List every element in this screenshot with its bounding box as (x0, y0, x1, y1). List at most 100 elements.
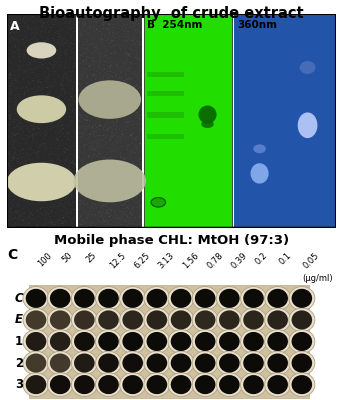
Point (119, 156, 124, 162)
Point (90, 80, 96, 86)
Point (15, 100, 20, 106)
Point (113, 93, 118, 100)
Point (116, 27, 121, 34)
Point (66, 164, 72, 171)
Ellipse shape (265, 330, 291, 353)
Point (29, 16, 34, 22)
Point (60, 196, 65, 203)
Point (70, 44, 76, 51)
Point (114, 64, 119, 71)
Point (120, 132, 126, 138)
Point (50, 86, 56, 93)
Point (73, 54, 79, 60)
Point (32, 83, 37, 89)
Point (103, 217, 108, 224)
Point (135, 83, 141, 89)
Point (19, 214, 25, 220)
Point (99, 154, 105, 160)
Point (91, 102, 96, 108)
Point (39, 34, 45, 40)
Point (70, 108, 75, 114)
Point (79, 27, 84, 33)
Point (94, 128, 99, 135)
Point (13, 224, 19, 230)
Point (85, 178, 91, 185)
Point (11, 112, 16, 119)
Point (91, 100, 96, 106)
Point (69, 219, 74, 225)
Point (75, 35, 81, 41)
Point (122, 48, 127, 54)
Point (26, 94, 31, 101)
Point (64, 120, 70, 126)
Point (139, 184, 144, 190)
Point (7, 72, 12, 78)
Point (21, 20, 27, 26)
Point (69, 115, 74, 122)
Point (81, 134, 87, 141)
Point (45, 104, 50, 111)
Point (12, 107, 18, 113)
Point (130, 130, 135, 136)
Point (128, 192, 133, 198)
Point (132, 84, 138, 90)
Point (85, 135, 91, 141)
Point (51, 160, 56, 166)
Point (61, 18, 67, 25)
Point (57, 43, 62, 49)
Point (120, 166, 126, 172)
Point (70, 188, 76, 194)
Point (126, 75, 131, 82)
Ellipse shape (243, 289, 264, 308)
Point (137, 128, 143, 135)
Point (130, 206, 135, 212)
Point (55, 201, 60, 207)
Point (10, 101, 15, 107)
Point (89, 40, 94, 46)
Point (104, 170, 110, 177)
Point (28, 106, 33, 112)
Point (128, 106, 133, 112)
Point (39, 85, 45, 91)
Point (95, 212, 100, 218)
Point (90, 50, 95, 57)
Point (105, 125, 110, 132)
Point (33, 48, 39, 54)
Point (99, 64, 105, 70)
Point (83, 34, 88, 41)
Point (51, 28, 57, 35)
Point (38, 166, 44, 172)
Point (133, 149, 138, 156)
Point (36, 163, 42, 169)
Point (47, 159, 52, 166)
Point (114, 94, 119, 101)
Point (136, 56, 142, 62)
Point (33, 20, 39, 26)
Point (15, 180, 21, 187)
Point (6, 160, 11, 166)
Point (85, 116, 91, 123)
Point (19, 98, 25, 105)
Ellipse shape (122, 289, 143, 308)
Point (128, 42, 134, 49)
Point (75, 156, 81, 162)
Point (88, 59, 94, 65)
Point (109, 116, 115, 123)
Point (66, 92, 72, 98)
Point (59, 222, 65, 228)
Point (83, 24, 88, 31)
Point (108, 73, 113, 79)
Point (117, 158, 122, 164)
Point (139, 16, 144, 23)
Point (44, 84, 50, 91)
Point (124, 202, 130, 209)
Point (76, 156, 81, 162)
Point (116, 183, 121, 190)
Point (44, 192, 49, 199)
Point (39, 39, 45, 45)
Point (138, 162, 143, 168)
Point (18, 125, 24, 131)
Point (22, 70, 27, 76)
Point (20, 177, 25, 183)
Point (115, 140, 120, 146)
